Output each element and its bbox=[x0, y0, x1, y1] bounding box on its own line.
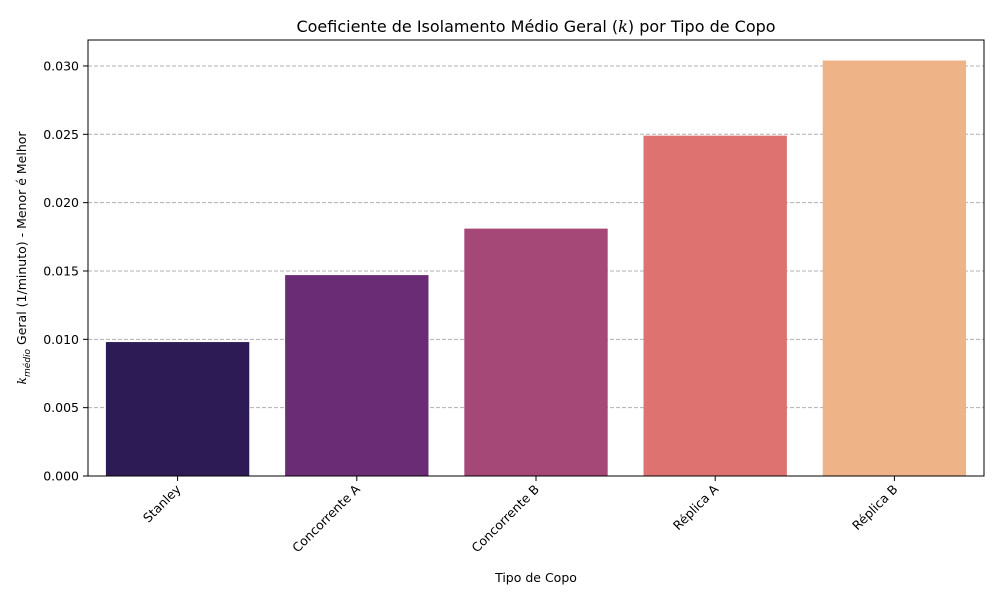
y-tick-label: 0.005 bbox=[43, 400, 79, 415]
x-tick-label: Stanley bbox=[140, 481, 184, 525]
y-tick-label: 0.000 bbox=[43, 469, 79, 484]
chart-title: Coeficiente de Isolamento Médio Geral (k… bbox=[296, 17, 775, 36]
y-tick-label: 0.030 bbox=[43, 58, 79, 73]
x-tick-label: Réplica A bbox=[670, 481, 722, 533]
x-tick-label: Concorrente B bbox=[468, 482, 542, 556]
bars bbox=[105, 60, 967, 477]
bar bbox=[822, 60, 967, 477]
x-tick-label: Réplica B bbox=[849, 482, 900, 533]
x-tick-label: Concorrente A bbox=[289, 481, 363, 555]
y-tick-label: 0.020 bbox=[43, 195, 79, 210]
y-axis-ticks: 0.000 0.005 0.010 0.015 0.020 0.025 0.030 bbox=[43, 58, 88, 484]
bar bbox=[285, 275, 429, 476]
bar bbox=[464, 228, 608, 476]
bar bbox=[643, 135, 787, 476]
y-tick-label: 0.010 bbox=[43, 332, 79, 347]
y-tick-label: 0.015 bbox=[43, 263, 79, 278]
y-tick-label: 0.025 bbox=[43, 127, 79, 142]
bar bbox=[105, 342, 250, 476]
x-axis-ticks: Stanley Concorrente A Concorrente B Réplica… bbox=[140, 476, 901, 555]
y-axis-label: kmédio Geral (1/minuto) - Menor é Melhor bbox=[14, 131, 33, 385]
x-axis-label: Tipo de Copo bbox=[494, 570, 577, 585]
